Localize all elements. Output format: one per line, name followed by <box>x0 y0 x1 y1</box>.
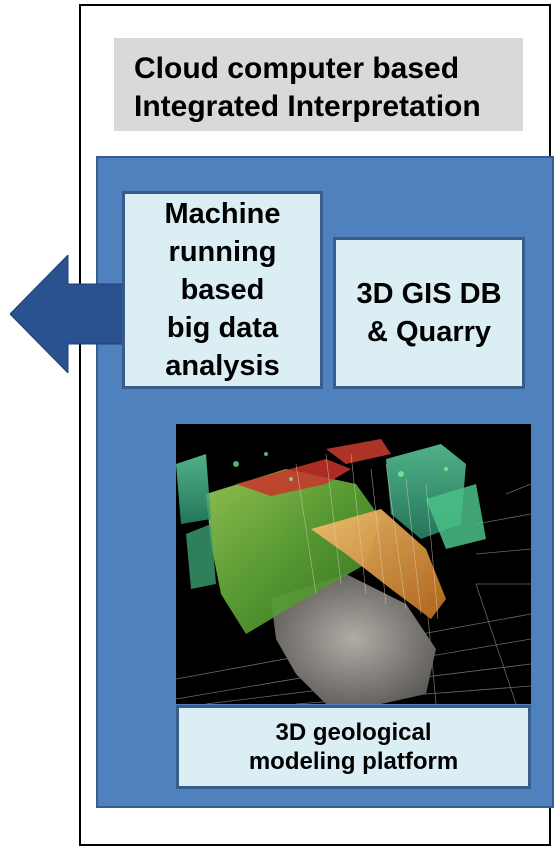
ml-line-3: based <box>180 274 265 306</box>
ml-line-5: analysis <box>165 350 280 382</box>
ml-line-2: running <box>168 236 277 268</box>
geo-line-1: 3D geological <box>275 719 432 746</box>
geo-line-2: modeling platform <box>248 748 459 775</box>
gis-db-box: 3D GIS DB & Quarry <box>333 237 525 389</box>
title-box: Cloud computer based Integrated Interpre… <box>114 38 523 131</box>
title-line-2: Integrated Interpretation <box>134 90 481 123</box>
geo-modeling-platform-box: 3D geological modeling platform <box>176 705 531 789</box>
ml-analysis-box: Machine running based big data analysis <box>122 191 323 389</box>
ml-line-1: Machine <box>164 198 281 230</box>
left-arrow-icon <box>10 255 124 373</box>
title-line-1: Cloud computer based <box>134 52 460 85</box>
gis-line-1: 3D GIS DB <box>356 278 502 310</box>
gis-line-2: & Quarry <box>366 316 492 348</box>
geological-model-render-image <box>176 424 531 704</box>
ml-line-4: big data <box>166 312 279 344</box>
